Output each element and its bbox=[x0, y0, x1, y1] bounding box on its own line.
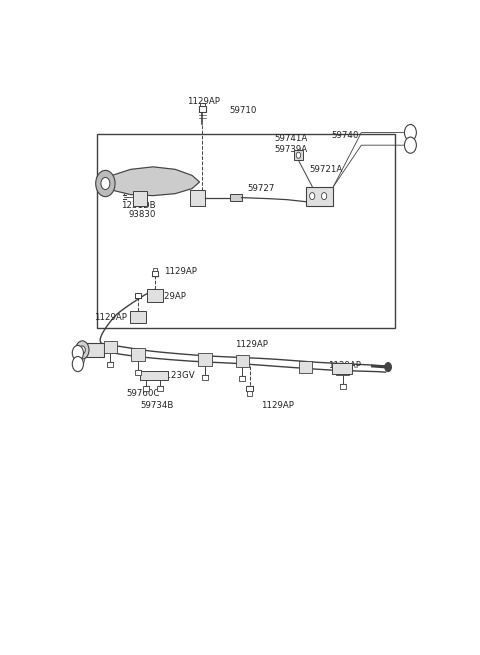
Bar bbox=[305, 187, 334, 206]
Bar bbox=[332, 363, 352, 374]
Bar bbox=[153, 269, 157, 271]
Bar bbox=[200, 103, 204, 106]
Text: 1129AP: 1129AP bbox=[187, 97, 220, 106]
Bar bbox=[340, 384, 346, 389]
Bar bbox=[135, 293, 142, 299]
Text: 1129AP: 1129AP bbox=[261, 401, 294, 410]
Text: A: A bbox=[75, 361, 81, 367]
Circle shape bbox=[96, 170, 115, 196]
Bar bbox=[299, 361, 312, 373]
Bar bbox=[190, 189, 205, 206]
Text: 59710: 59710 bbox=[229, 106, 257, 115]
Circle shape bbox=[76, 341, 89, 359]
Text: 59734B: 59734B bbox=[140, 401, 173, 410]
Bar bbox=[202, 375, 208, 380]
Text: B: B bbox=[408, 128, 413, 137]
Bar bbox=[248, 391, 252, 396]
Circle shape bbox=[405, 124, 416, 141]
Bar bbox=[107, 362, 113, 367]
Bar bbox=[246, 386, 253, 391]
Text: A: A bbox=[408, 141, 413, 150]
Bar bbox=[97, 134, 395, 328]
Bar bbox=[144, 386, 149, 391]
Text: 59740: 59740 bbox=[332, 131, 359, 140]
Text: 1129AP: 1129AP bbox=[94, 312, 127, 322]
Circle shape bbox=[72, 345, 84, 360]
Bar bbox=[199, 106, 206, 112]
Circle shape bbox=[296, 152, 300, 159]
Text: 1231DB: 1231DB bbox=[121, 201, 156, 210]
Bar bbox=[132, 348, 145, 360]
Bar bbox=[336, 363, 349, 375]
Bar bbox=[198, 354, 212, 365]
Text: 1129AP: 1129AP bbox=[328, 360, 360, 369]
Circle shape bbox=[322, 193, 327, 200]
Bar bbox=[133, 191, 147, 206]
Text: 59727: 59727 bbox=[248, 183, 275, 193]
Circle shape bbox=[310, 193, 315, 200]
Circle shape bbox=[385, 363, 392, 371]
Bar bbox=[157, 386, 163, 391]
Bar bbox=[147, 290, 163, 301]
Bar bbox=[85, 343, 104, 357]
Bar bbox=[104, 341, 117, 353]
Circle shape bbox=[101, 178, 110, 189]
Bar bbox=[236, 355, 249, 367]
Circle shape bbox=[79, 346, 85, 354]
Text: 1129AP: 1129AP bbox=[235, 341, 268, 349]
Text: 1129AP: 1129AP bbox=[164, 267, 197, 276]
Text: 59770: 59770 bbox=[88, 347, 115, 356]
Text: 59721A: 59721A bbox=[309, 165, 343, 174]
Bar bbox=[140, 371, 168, 380]
Text: 59739A: 59739A bbox=[274, 145, 307, 154]
Polygon shape bbox=[103, 167, 200, 196]
Text: 1129AP: 1129AP bbox=[153, 292, 186, 301]
Bar bbox=[152, 271, 158, 276]
Text: 1123GV: 1123GV bbox=[160, 371, 195, 380]
Bar bbox=[135, 369, 141, 375]
Bar bbox=[294, 150, 302, 160]
Text: 93830: 93830 bbox=[129, 210, 156, 219]
Circle shape bbox=[72, 356, 84, 371]
Text: 59741A: 59741A bbox=[274, 134, 307, 143]
Bar bbox=[240, 376, 245, 381]
Text: 59760C: 59760C bbox=[126, 389, 159, 398]
Bar bbox=[230, 194, 241, 201]
Bar bbox=[130, 310, 146, 323]
Circle shape bbox=[405, 137, 416, 153]
Text: B: B bbox=[75, 350, 81, 356]
